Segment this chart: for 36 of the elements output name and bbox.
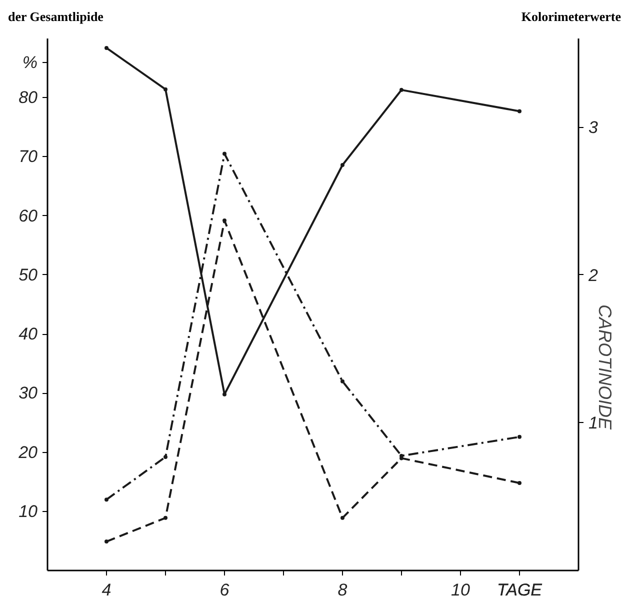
point (340, 516, 344, 520)
point (164, 455, 168, 460)
point (400, 88, 404, 92)
point (104, 46, 108, 50)
y-axis-title: % (22, 52, 38, 72)
point (222, 392, 226, 396)
point (164, 87, 168, 92)
point (104, 540, 108, 544)
y-tick-label: 20 (18, 442, 38, 462)
point (518, 481, 522, 486)
y-tick-label: 10 (18, 502, 38, 521)
point (518, 434, 522, 439)
x-tick-label: 8 (338, 580, 348, 600)
text: der Gesamtlipide (8, 8, 104, 26)
point (518, 109, 522, 114)
x-axis-title: TAGE (496, 580, 543, 600)
y-tick-label: 60 (18, 206, 38, 226)
y-tick-label: 50 (18, 265, 38, 284)
x-tick-label: 4 (102, 580, 112, 600)
y2-tick-label: 2 (588, 266, 598, 285)
point (340, 379, 344, 384)
text: Kolorimeterwerte (521, 8, 621, 26)
point (340, 163, 344, 167)
y-tick-label: 70 (18, 147, 38, 166)
y-tick-label: 40 (18, 324, 38, 344)
point (222, 218, 226, 223)
y-tick-label: 80 (18, 88, 38, 108)
point (104, 498, 108, 502)
point (400, 456, 404, 460)
point (222, 152, 226, 156)
y-tick-label: 30 (18, 384, 38, 403)
y2-tick-label: 3 (588, 118, 598, 138)
y2-tick-label: 1 (588, 414, 598, 433)
x-tick-label: 10 (451, 580, 470, 600)
x-tick-label: 6 (220, 580, 230, 600)
point (164, 516, 168, 520)
